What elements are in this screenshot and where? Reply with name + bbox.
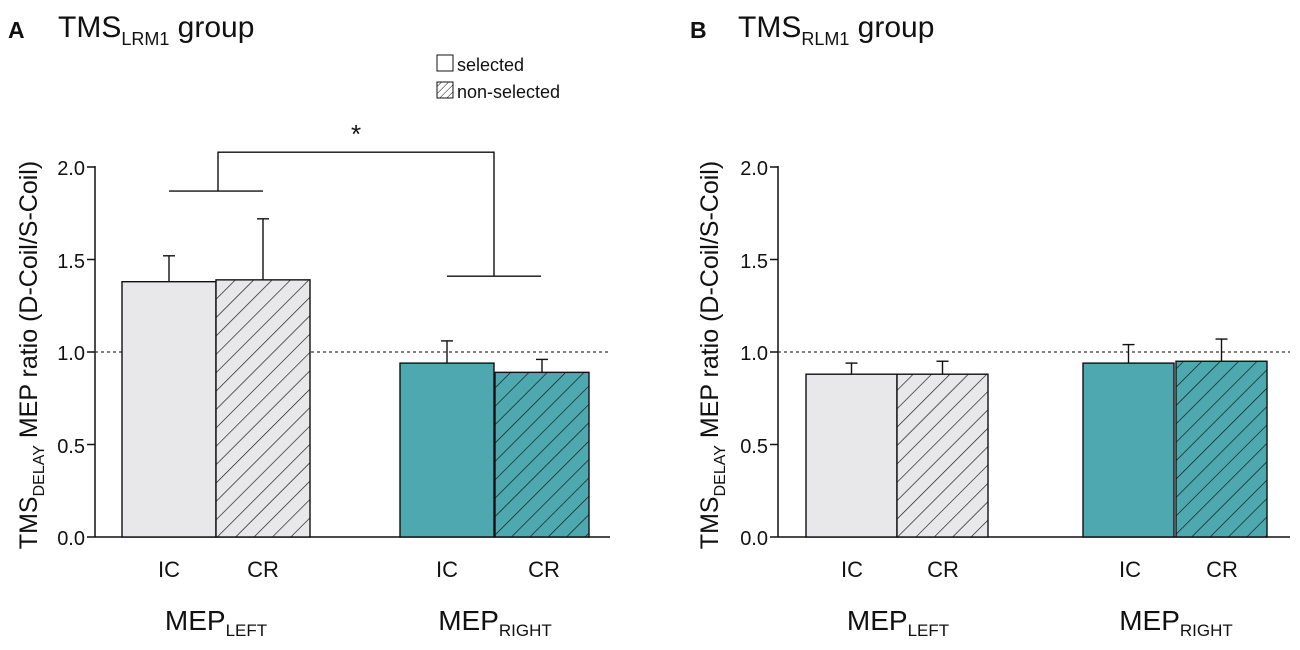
x-category-label: CR: [1206, 557, 1238, 582]
bar-ic-selected: [121, 281, 217, 538]
x-category-label: IC: [1119, 557, 1141, 582]
legend-non-selected-swatch: [436, 81, 454, 99]
significance-bracket: [217, 151, 495, 277]
ytick-label: 1.5: [57, 251, 85, 273]
significance-marker: *: [351, 119, 361, 149]
panel-a-x-labels: IC CR IC CR MEPLEFT MEPRIGHT: [158, 557, 560, 640]
ytick-label: 2.0: [740, 158, 768, 180]
x-group-label-left: MEPLEFT: [165, 605, 267, 640]
ytick-label: 0.5: [57, 436, 85, 458]
x-category-label: CR: [247, 557, 279, 582]
x-group-label-right: MEPRIGHT: [438, 605, 552, 640]
ytick-label: 2.0: [57, 158, 85, 180]
panel-b-title-rest: group: [849, 11, 934, 44]
x-category-label: CR: [927, 557, 959, 582]
ytick-label: 1.5: [740, 251, 768, 273]
chart-marks: [87, 151, 1290, 538]
ytick-label: 1.0: [57, 343, 85, 365]
panel-a-title-main: TMS: [58, 11, 121, 44]
panel-a-ytick-labels: 0.0 0.5 1.0 1.5 2.0: [57, 158, 85, 550]
x-category-label: IC: [158, 557, 180, 582]
bar-ic-selected: [805, 373, 898, 538]
panel-b-title: TMSRLM1 group: [738, 11, 934, 49]
bar-cr-non-selected: [896, 373, 989, 538]
panel-a-title: TMSLRM1 group: [58, 11, 254, 49]
ytick-label: 1.0: [740, 343, 768, 365]
panel-a-title-sub: LRM1: [121, 29, 169, 49]
panel-b-ytick-labels: 0.0 0.5 1.0 1.5 2.0: [740, 158, 768, 550]
bar-cr-non-selected: [215, 279, 311, 538]
panel-a-y-axis-label: TMSDELAY MEP ratio (D-Coil/S-Coil): [15, 161, 48, 549]
x-category-label: IC: [841, 557, 863, 582]
legend-selected-swatch: [436, 54, 454, 72]
panel-b-letter: B: [690, 17, 707, 43]
x-group-label-right: MEPRIGHT: [1119, 605, 1233, 640]
legend: selected non-selected: [436, 54, 560, 102]
panel-a: A TMSLRM1 group TMSDELAY MEP ratio (D-Co…: [8, 11, 560, 640]
bar-ic-selected: [399, 362, 495, 538]
panel-a-letter: A: [8, 17, 25, 43]
ytick-label: 0.0: [740, 528, 768, 550]
legend-non-selected-label: non-selected: [457, 82, 560, 102]
panel-b-y-axis-label: TMSDELAY MEP ratio (D-Coil/S-Coil): [696, 161, 729, 549]
x-category-label: IC: [436, 557, 458, 582]
ytick-label: 0.0: [57, 528, 85, 550]
panel-a-title-rest: group: [169, 11, 254, 44]
panel-b-title-main: TMS: [738, 11, 801, 44]
x-category-label: CR: [528, 557, 560, 582]
panel-b: B TMSRLM1 group TMSDELAY MEP ratio (D-Co…: [690, 11, 1238, 640]
ytick-label: 0.5: [740, 436, 768, 458]
legend-selected-label: selected: [457, 55, 524, 75]
bar-cr-non-selected: [494, 371, 590, 538]
x-group-label-left: MEPLEFT: [847, 605, 949, 640]
bar-cr-non-selected: [1175, 360, 1268, 538]
panel-b-x-labels: IC CR IC CR MEPLEFT MEPRIGHT: [841, 557, 1238, 640]
panel-b-title-sub: RLM1: [801, 29, 849, 49]
bar-ic-selected: [1082, 362, 1175, 538]
